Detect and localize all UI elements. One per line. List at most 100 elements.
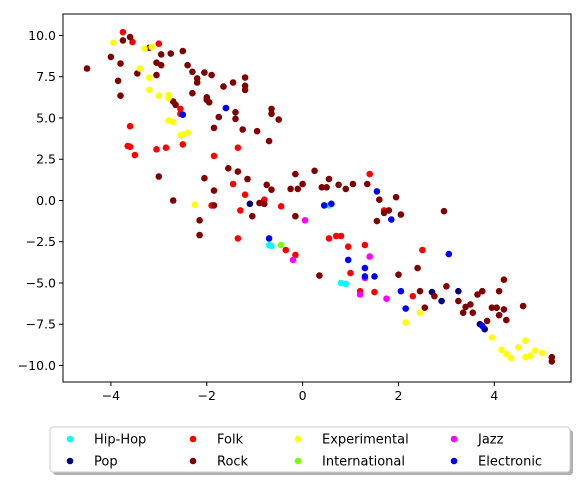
point-experimental [191,201,199,208]
legend-label-pop: Pop [94,455,118,470]
point-folk [344,243,352,250]
point-experimental [165,94,172,102]
legend-label-international: International [322,455,405,470]
point-rock [488,304,496,312]
point-rock [459,309,467,317]
point-folk [126,143,134,151]
point-experimental [488,334,496,341]
point-electronic [388,216,395,223]
x-tick-label: −4 [102,388,120,403]
point-rock [483,317,491,325]
point-folk [119,28,127,36]
point-rock [169,197,177,204]
point-rock [126,33,134,41]
point-rock [455,297,462,305]
point-rock [189,89,196,97]
point-rock [193,79,201,86]
point-folk [277,203,285,210]
y-tick-label: 10.0 [28,28,56,43]
point-electronic [445,250,453,258]
point-folk [371,288,378,296]
point-rock [134,70,141,77]
point-rock [495,287,503,295]
plot-frame [62,13,572,383]
point-electronic [402,305,410,312]
x-tick-label: −2 [198,388,216,403]
point-folk [282,246,290,254]
point-rock [232,115,239,123]
point-electronic [320,202,328,209]
y-tick-label: −7.5 [26,317,56,332]
point-rock [268,186,275,193]
y-tick-label: −5.0 [26,275,56,290]
point-rock [157,51,165,58]
data-points [83,28,556,365]
point-experimental [507,354,515,362]
point-rock [469,309,477,317]
point-electronic [479,322,486,330]
point-rock [416,287,424,295]
legend: Hip-Hop Pop Folk Rock Experimental Internatio… [49,426,573,475]
point-folk [131,151,139,159]
y-tick-label: 7.5 [36,69,56,84]
point-rock [500,276,508,284]
legend-marker-hip-hop [66,435,74,443]
x-tick-label: 2 [394,388,402,403]
point-rock [299,180,306,188]
point-rock [117,60,124,67]
point-rock [311,167,318,175]
point-rock [294,185,302,193]
point-pop [246,200,254,208]
point-rock [241,86,249,94]
point-experimental [141,45,148,52]
point-rock [479,287,486,295]
point-folk [153,146,160,153]
point-folk [361,241,369,249]
point-rock [225,165,232,172]
point-rock [83,65,91,72]
point-rock [397,211,405,218]
point-rock [201,174,208,182]
point-rock [376,196,383,203]
point-folk [129,38,136,46]
point-rock [107,53,115,61]
point-rock [253,127,261,135]
point-folk [337,232,345,240]
legend-marker-international [294,457,302,465]
point-rock [265,137,273,145]
point-jazz [366,253,374,260]
point-rock [244,175,251,183]
point-folk [366,170,374,178]
point-experimental [148,43,155,51]
point-rock [210,124,218,132]
point-experimental [155,92,163,99]
point-electronic [179,111,187,118]
point-rock [392,193,400,201]
point-rock [210,202,218,209]
point-rock [208,71,215,79]
point-rock [210,187,218,194]
y-tick-label: 0.0 [36,193,56,208]
point-rock [474,291,481,298]
point-rock [287,185,294,193]
point-rock [364,180,371,188]
point-rock [239,126,246,133]
legend-marker-rock [189,457,197,465]
point-electronic [361,273,369,280]
point-experimental [498,346,505,354]
point-rock [234,168,242,175]
point-rock [117,92,124,99]
legend-box [49,426,571,473]
legend-marker-electronic [450,457,458,465]
point-rock [421,304,429,312]
point-rock [153,71,160,79]
point-rock [119,37,127,44]
point-rock [385,207,393,214]
point-folk [332,232,340,240]
point-folk [237,207,244,214]
point-folk [325,235,333,242]
legend-label-experimental: Experimental [322,433,409,448]
legend-label-folk: Folk [217,433,244,448]
point-rock [261,200,268,208]
point-rock [342,185,350,193]
